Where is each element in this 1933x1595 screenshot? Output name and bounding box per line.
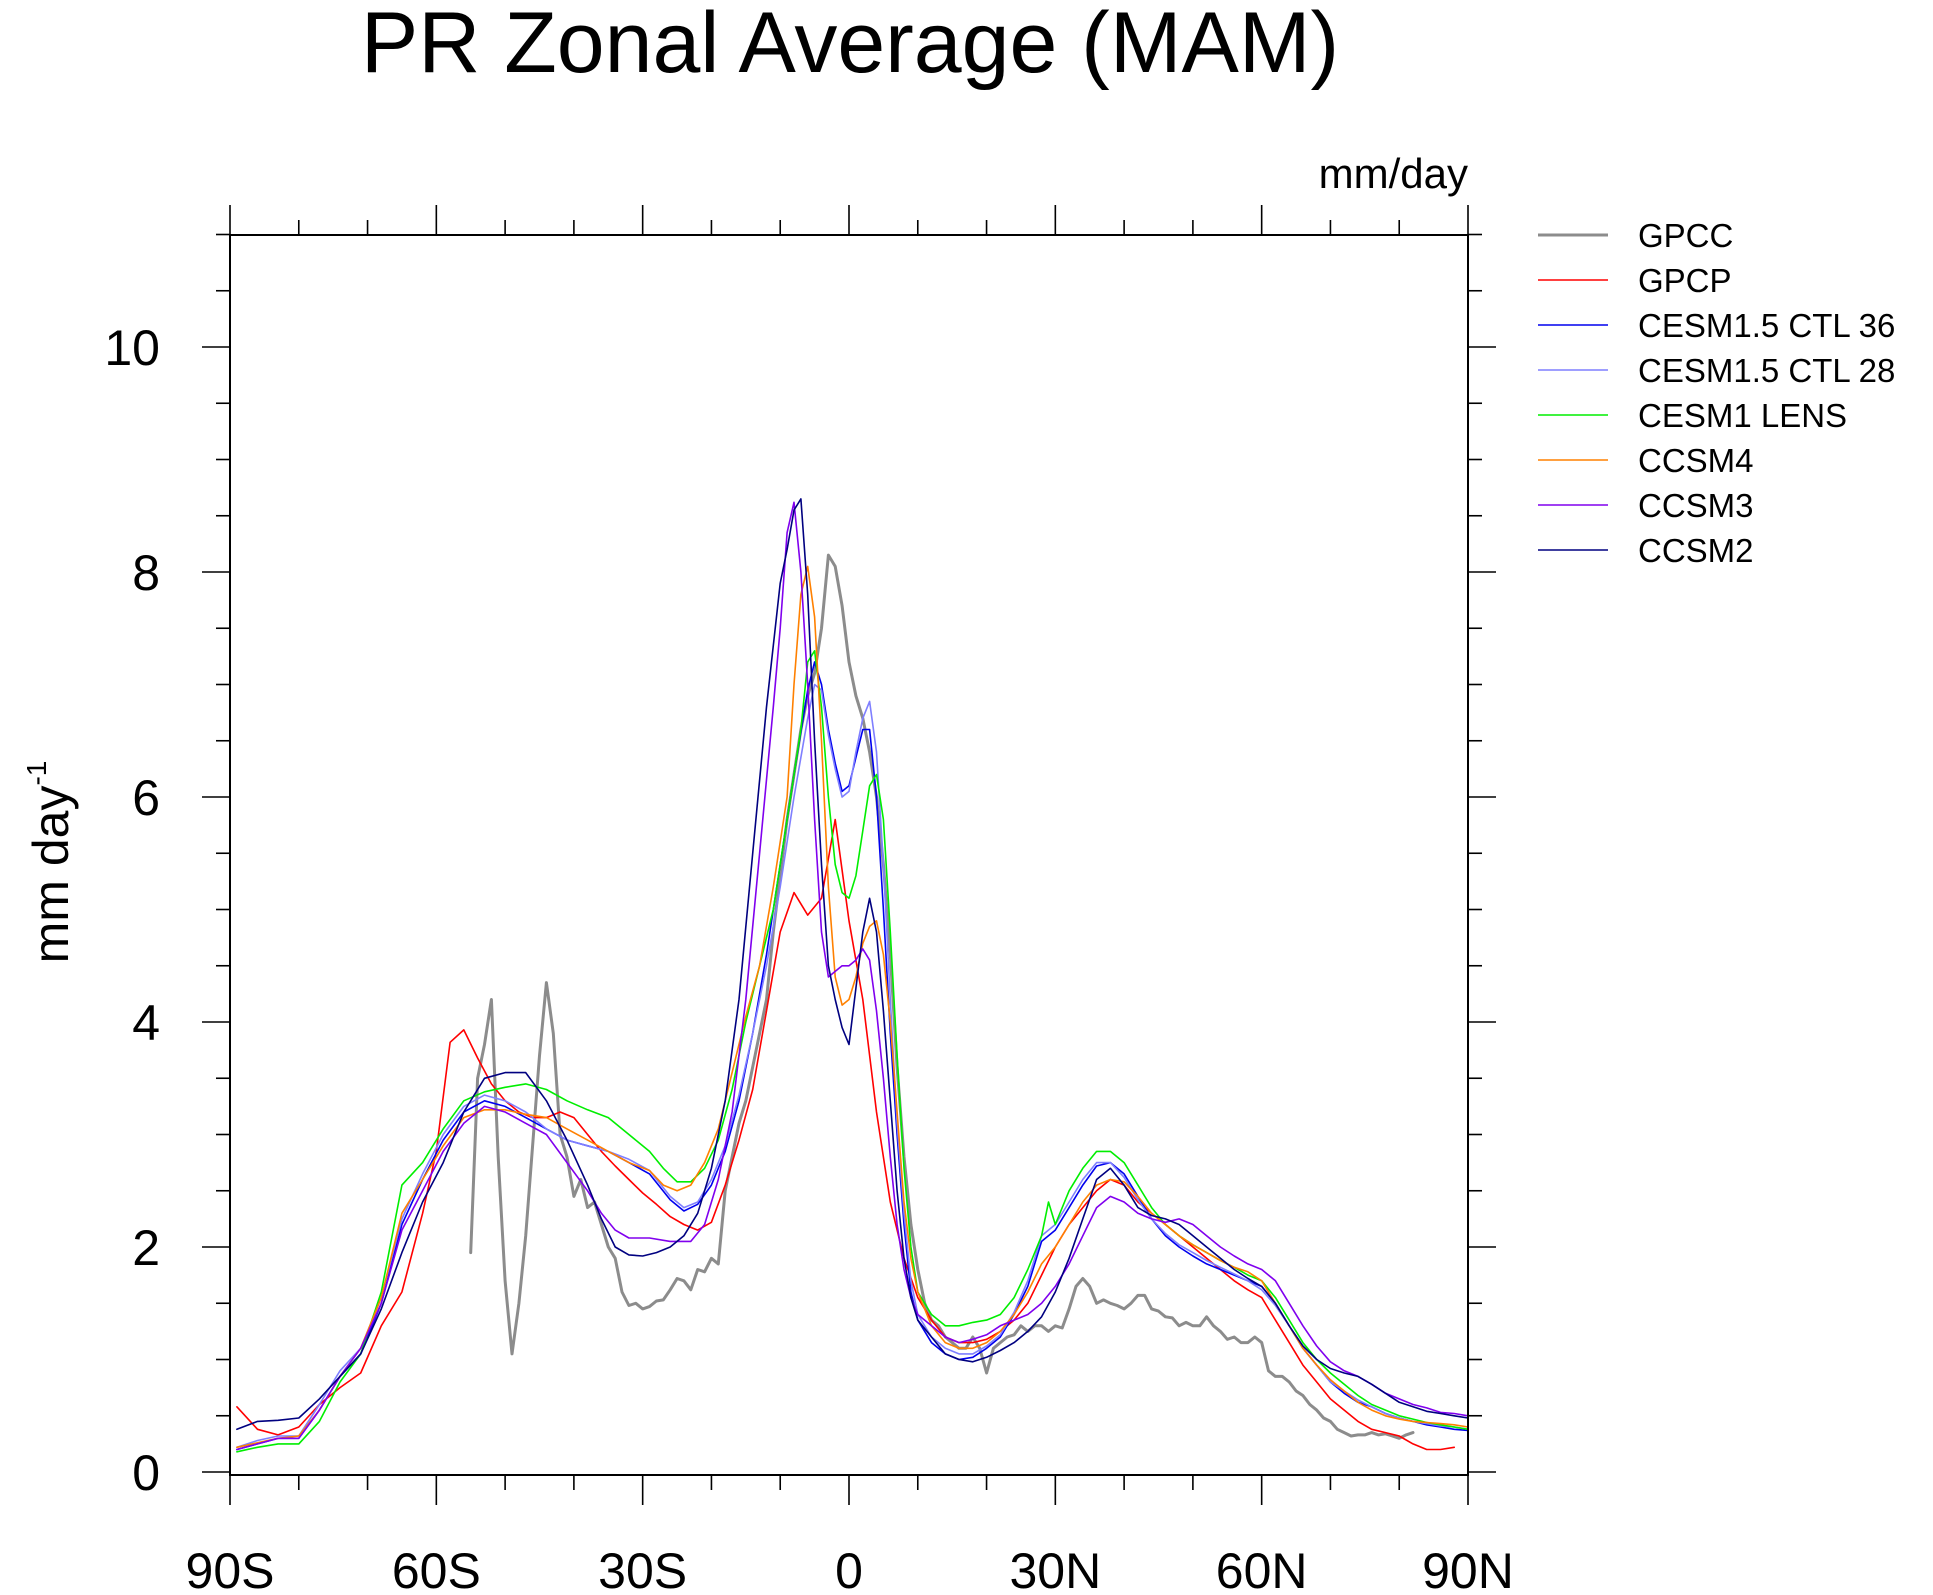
legend-label: CESM1 LENS xyxy=(1638,397,1847,434)
series-line-gpcc xyxy=(469,553,1415,1440)
y-tick-labels: 0 2 4 6 8 10 xyxy=(104,320,160,1501)
legend-label: GPCP xyxy=(1638,262,1732,299)
y-tick-label: 4 xyxy=(132,995,160,1051)
y-tick-label: 10 xyxy=(104,320,160,376)
x-tick-labels: 90S 60S 30S 0 30N 60N 90N xyxy=(186,1543,1514,1595)
series-line-gpcp xyxy=(236,818,1455,1451)
x-tick-label: 90S xyxy=(186,1543,275,1595)
legend-item: CESM1.5 CTL 36 xyxy=(1538,307,1895,344)
legend-item: GPCP xyxy=(1538,262,1732,299)
y-tick-label: 8 xyxy=(132,545,160,601)
units-label: mm/day xyxy=(1319,150,1468,197)
plot-frame xyxy=(229,234,1469,1476)
x-tick-label: 30N xyxy=(1009,1543,1101,1595)
y-axis-label: mm day-1 xyxy=(21,761,79,964)
legend-label: CESM1.5 CTL 28 xyxy=(1638,352,1895,389)
legend-item: CCSM4 xyxy=(1538,442,1754,479)
series-line-ccsm3 xyxy=(236,501,1469,1451)
legend-item: CESM1.5 CTL 28 xyxy=(1538,352,1895,389)
x-tick-label: 30S xyxy=(598,1543,687,1595)
y-axis-label-main: mm day xyxy=(23,786,79,964)
x-tick-label: 90N xyxy=(1422,1543,1514,1595)
x-tick-label: 60S xyxy=(392,1543,481,1595)
legend-label: CESM1.5 CTL 36 xyxy=(1638,307,1895,344)
y-axis-label-superscript: -1 xyxy=(21,761,52,786)
legend-item: CCSM3 xyxy=(1538,487,1754,524)
series-line-ccsm4 xyxy=(236,565,1469,1449)
series-line-ccsm2 xyxy=(236,498,1469,1431)
y-tick-label: 0 xyxy=(132,1445,160,1501)
legend-item: CESM1 LENS xyxy=(1538,397,1847,434)
y-tick-label: 2 xyxy=(132,1220,160,1276)
y-tick-label: 6 xyxy=(132,770,160,826)
legend-label: GPCC xyxy=(1638,217,1733,254)
grid-ticks-layer xyxy=(202,205,1496,1505)
legend-item: GPCC xyxy=(1538,217,1733,254)
legend-label: CCSM4 xyxy=(1638,442,1754,479)
plot-series xyxy=(236,498,1469,1453)
chart-legend: GPCC GPCP CESM1.5 CTL 36 CESM1.5 CTL 28 CESM… xyxy=(1538,217,1895,569)
x-tick-label: 60N xyxy=(1216,1543,1308,1595)
legend-label: CCSM2 xyxy=(1638,532,1754,569)
legend-item: CCSM2 xyxy=(1538,532,1754,569)
chart-title: PR Zonal Average (MAM) xyxy=(361,0,1339,91)
legend-label: CCSM3 xyxy=(1638,487,1754,524)
x-tick-label: 0 xyxy=(835,1543,863,1595)
series-line-cesm1-5-ctl-36 xyxy=(236,661,1469,1451)
